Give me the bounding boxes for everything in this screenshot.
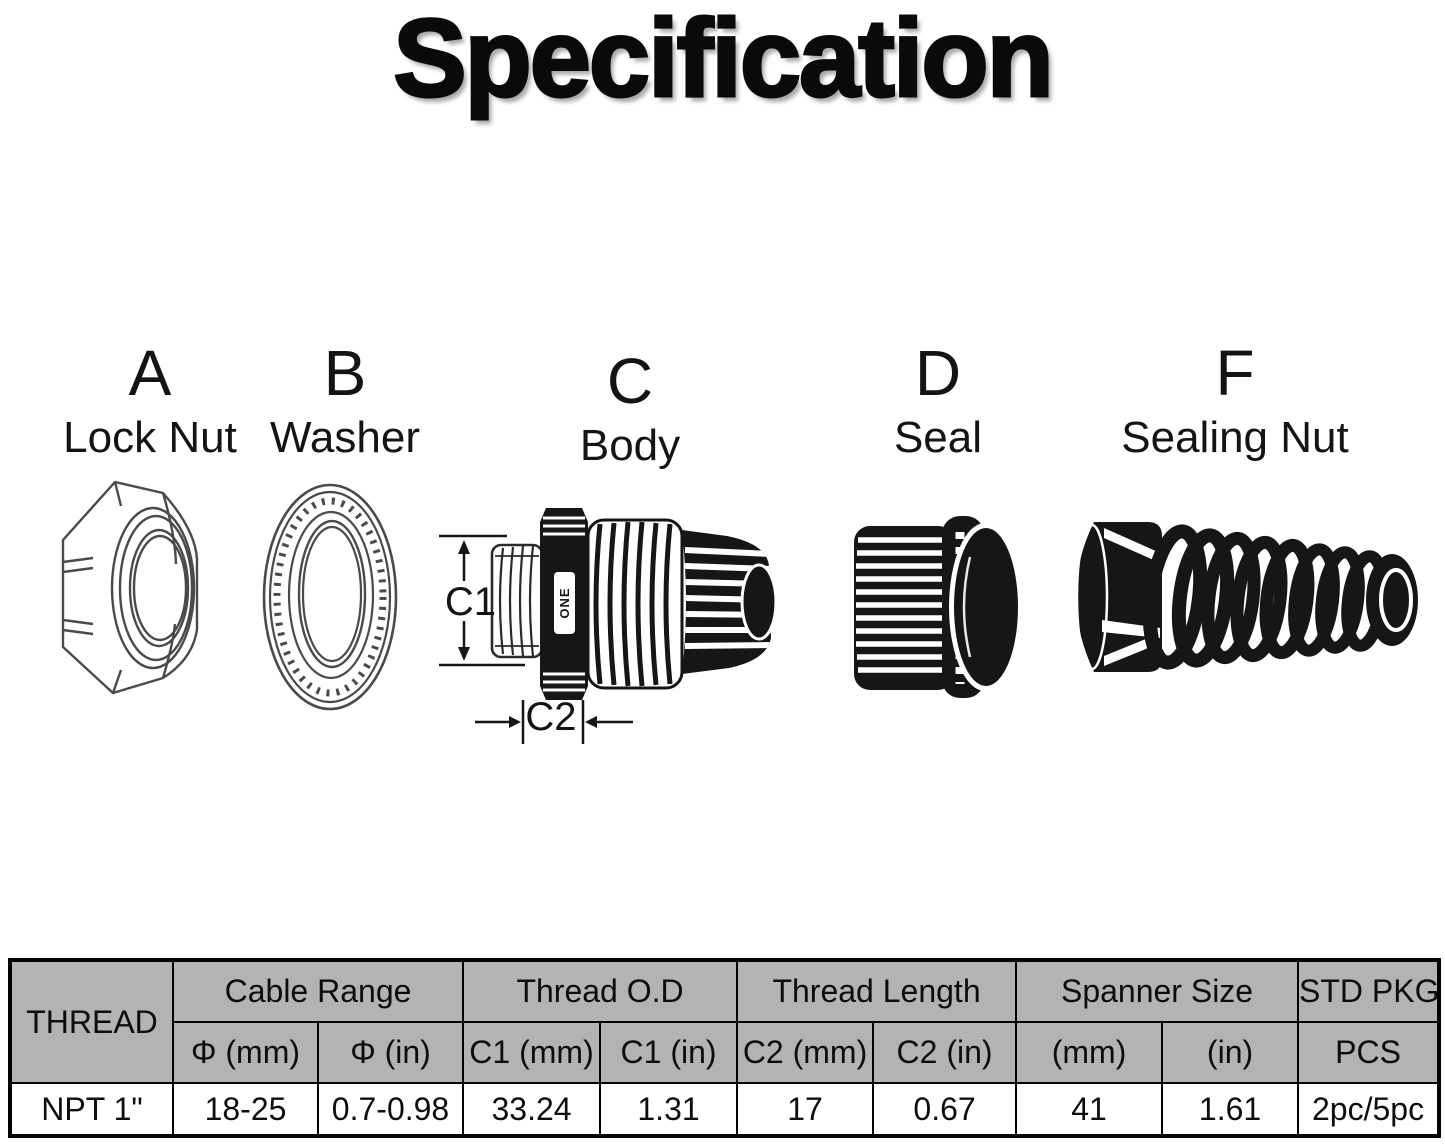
washer-drawing bbox=[262, 483, 398, 711]
page-title: Specification bbox=[392, 0, 1056, 120]
th-spanner-in: (in) bbox=[1161, 1021, 1300, 1084]
sealing-nut-hex-head bbox=[1075, 522, 1162, 672]
td-cable-range-in: 0.7-0.98 bbox=[316, 1082, 465, 1137]
th-c2-in: C2 (in) bbox=[872, 1021, 1018, 1084]
body-drawing bbox=[439, 508, 778, 744]
th-phi-mm: Φ (mm) bbox=[172, 1021, 319, 1084]
td-thread-length-in: 0.67 bbox=[872, 1082, 1018, 1137]
c2-dimension-lines bbox=[475, 700, 633, 744]
td-cable-range-mm: 18-25 bbox=[172, 1082, 319, 1137]
part-letter-b: B bbox=[323, 337, 367, 409]
c1-dimension-label: C1 bbox=[444, 580, 497, 624]
body-claws bbox=[682, 530, 778, 674]
part-caption-d: D Seal bbox=[838, 340, 1038, 462]
td-spanner-in: 1.61 bbox=[1161, 1082, 1300, 1137]
part-letter-c: C bbox=[606, 345, 654, 417]
th-c1-mm: C1 (mm) bbox=[462, 1021, 602, 1084]
seal-ribs bbox=[856, 537, 950, 673]
part-caption-c: C Body bbox=[510, 348, 750, 470]
body-brand-mark: ONE bbox=[556, 587, 572, 619]
th-cable-range: Cable Range bbox=[171, 959, 465, 1023]
lock-nut-drawing bbox=[61, 480, 199, 695]
th-thread-od: Thread O.D bbox=[462, 959, 739, 1023]
part-letter-d: D bbox=[914, 337, 962, 409]
th-thread-length: Thread Length bbox=[736, 959, 1018, 1023]
th-std-pkg: STD PKG bbox=[1297, 959, 1441, 1023]
part-name-body: Body bbox=[579, 421, 681, 470]
td-spanner-mm: 41 bbox=[1015, 1082, 1164, 1137]
td-std-pkg: 2pc/5pc bbox=[1297, 1082, 1441, 1137]
th-spanner-size: Spanner Size bbox=[1015, 959, 1300, 1023]
body-thread-neck bbox=[490, 543, 544, 659]
part-name-sealing-nut: Sealing Nut bbox=[1121, 413, 1349, 462]
th-phi-in: Φ (in) bbox=[316, 1021, 465, 1084]
th-spanner-mm: (mm) bbox=[1015, 1021, 1164, 1084]
table-group-header-row: THREAD Cable Range Thread O.D Thread Len… bbox=[9, 959, 1441, 1084]
part-caption-f: F Sealing Nut bbox=[1080, 340, 1390, 462]
c2-dimension-label: C2 bbox=[525, 695, 577, 739]
seal-drawing bbox=[854, 516, 1021, 698]
part-name-seal: Seal bbox=[893, 413, 983, 462]
th-c1-in: C1 (in) bbox=[599, 1021, 739, 1084]
body-thread-barrel bbox=[586, 518, 684, 690]
sealing-nut-end-cap bbox=[1366, 554, 1418, 646]
sealing-nut-drawing bbox=[1075, 522, 1418, 672]
td-thread-od-in: 1.31 bbox=[599, 1082, 739, 1137]
td-thread-value: NPT 1" bbox=[9, 1082, 174, 1137]
td-thread-od-mm: 33.24 bbox=[462, 1082, 602, 1137]
body-hex-collar bbox=[540, 508, 588, 700]
th-thread: THREAD bbox=[9, 959, 174, 1084]
part-caption-b: B Washer bbox=[235, 340, 455, 462]
th-c2-mm: C2 (mm) bbox=[736, 1021, 875, 1084]
part-name-lock-nut: Lock Nut bbox=[63, 413, 237, 462]
part-letter-f: F bbox=[1215, 337, 1255, 409]
part-name-washer: Washer bbox=[270, 413, 420, 462]
th-pcs: PCS bbox=[1297, 1021, 1441, 1084]
table-data-row: NPT 1" 18-25 0.7-0.98 33.24 1.31 17 0.67… bbox=[9, 1082, 1441, 1137]
table-sub-header-row: Φ (mm) Φ (in) C1 (mm) C1 (in) C2 (mm) C2… bbox=[10, 1021, 1441, 1084]
part-caption-a: A Lock Nut bbox=[30, 340, 270, 462]
spec-table: THREAD Cable Range Thread O.D Thread Len… bbox=[8, 958, 1442, 1138]
part-letter-a: A bbox=[128, 337, 172, 409]
sealing-nut-spiral-rings bbox=[1142, 524, 1389, 670]
td-thread-length-mm: 17 bbox=[736, 1082, 875, 1137]
